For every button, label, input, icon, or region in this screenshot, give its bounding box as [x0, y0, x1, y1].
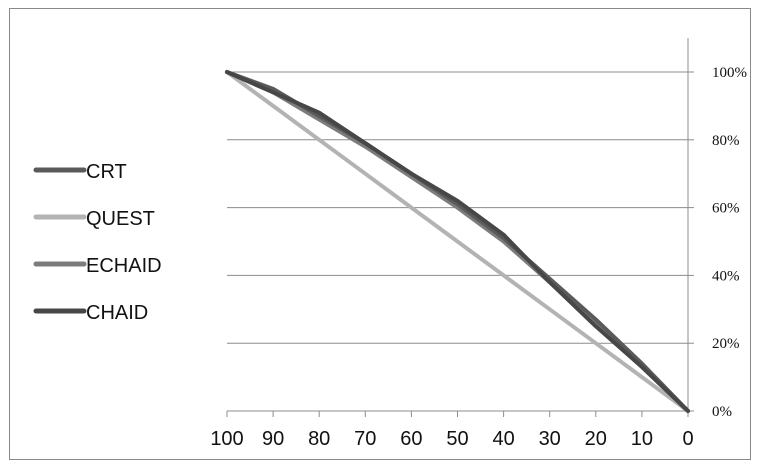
y-tick-label: 20% [712, 336, 740, 352]
axes [226, 38, 694, 417]
series-lines [225, 70, 690, 413]
x-tick-label: 60 [400, 428, 422, 450]
chart-frame [9, 8, 751, 460]
y-tick-label: 60% [712, 201, 740, 217]
series-line-quest [225, 70, 690, 413]
legend-label-chaid: CHAID [86, 302, 148, 324]
y-tick-label: 100% [712, 65, 747, 81]
y-tick-label: 80% [712, 133, 740, 149]
x-tick-label: 100 [210, 428, 243, 450]
legend-label-crt: CRT [86, 161, 127, 183]
x-tick-label: 30 [539, 428, 561, 450]
y-tick-label: 0% [712, 404, 732, 420]
x-tick-label: 70 [354, 428, 376, 450]
x-tick-label: 20 [585, 428, 607, 450]
y-tick-label: 40% [712, 268, 740, 284]
y-tick-labels: 0% 20% 40% 60% 80% 100% [712, 65, 747, 420]
legend-label-echaid: ECHAID [86, 255, 162, 277]
legend: CRT QUEST ECHAID CHAID [33, 161, 162, 324]
x-tick-label: 90 [262, 428, 284, 450]
x-tick-label: 40 [492, 428, 514, 450]
grid-lines [227, 71, 688, 344]
x-tick-label: 10 [631, 428, 653, 450]
x-tick-label: 50 [446, 428, 468, 450]
legend-label-quest: QUEST [86, 208, 155, 230]
x-tick-labels: 100 90 80 70 60 50 40 30 20 10 0 [210, 428, 693, 450]
x-tick-label: 0 [682, 428, 693, 450]
series-line-chaid [225, 70, 690, 413]
x-tick-label: 80 [308, 428, 330, 450]
